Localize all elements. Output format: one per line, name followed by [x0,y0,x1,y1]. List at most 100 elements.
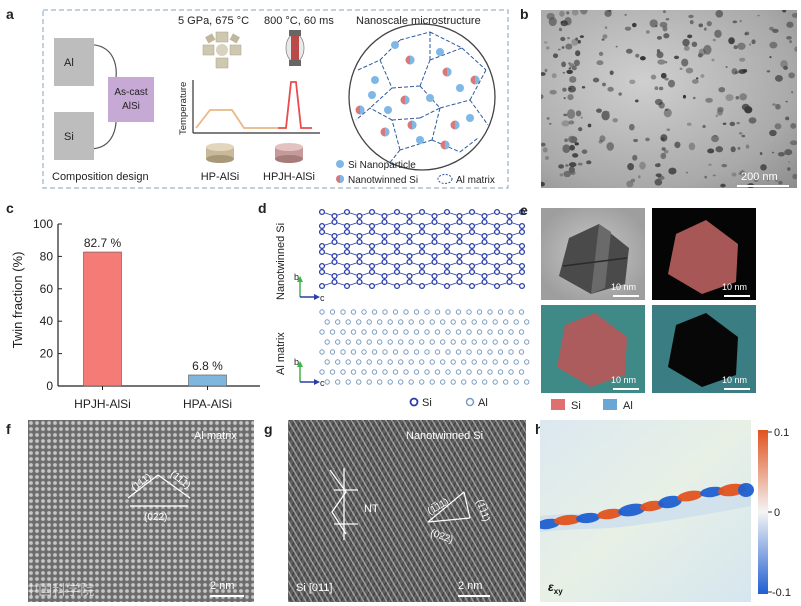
panel-c-label: c [6,200,14,216]
panel-a-border [42,9,509,189]
hpjh-label: HPJH-AlSi [263,171,315,183]
watermark: © 中国科学院 [10,582,95,598]
panel-a: Al Si As-cast AlSi Composition design 5 … [42,9,509,189]
panel-h: εxy 0.1 0 -0.1 [540,420,791,602]
f-plane-2: (11̅1) [168,468,193,491]
d-axis-b-label-top: b [294,272,299,282]
nano-particles [355,41,480,150]
panel-f-label: f [6,421,11,437]
legend-si-np: Si Nanoparticle [348,160,416,171]
panel-g-label: g [264,421,273,437]
comp-al-text: Al [64,57,74,69]
process1-text: 5 GPa, 675 °C [178,15,249,27]
e-legend-al: Al [623,400,633,412]
d-bottom-label: Al matrix [275,332,287,375]
hpjh-cylinder [275,143,303,163]
colorbar-tick-high: 0.1 [774,427,789,439]
c-ytick-label: 80 [40,249,54,263]
al-lattice [319,309,530,385]
hp-label: HP-AlSi [201,171,240,183]
h-strain-label: εxy [548,580,563,596]
al-box [54,38,94,86]
ascast-box [108,77,154,122]
c-ytick-label: 100 [33,217,53,231]
e-scalebar-3: 10 nm [611,375,637,385]
d-axis-c-label-bottom: c [320,378,325,388]
c-bar-value-label: 6.8 % [192,359,223,373]
f-scalebar: 2 nm [210,580,235,592]
c-bar [188,374,227,387]
cubic-press-icon [202,31,242,69]
c-ylabel: Twin fraction (%) [10,252,25,349]
e-legend-al-marker [603,399,617,410]
composition-label: Composition design [52,171,149,183]
e-legend-si: Si [571,400,581,412]
c-ytick-label: 20 [40,347,54,361]
colorbar-tick-mid: 0 [774,507,780,519]
g-nt: NT [364,503,379,515]
e-scalebar-2: 10 nm [722,282,748,292]
c-ytick-label: 60 [40,282,54,296]
legend-nt-si: Nanotwinned Si [348,175,418,186]
si-box [54,112,94,160]
panel-b-label: b [520,6,529,22]
e-scalebar-1: 10 nm [611,282,637,292]
panel-a-label: a [6,6,14,22]
d-axis-c-label-top: c [320,293,325,303]
colorbar [758,430,768,594]
panel-d: Nanotwinned Si Al matrix b c b c Si Al [275,208,530,409]
d-legend-al: Al [478,397,488,409]
e-legend: Si Al [551,399,633,412]
d-legend-si-marker [409,397,419,407]
comp-si-text: Si [64,131,74,143]
legend-al-matrix: Al matrix [456,175,495,186]
d-top-label: Nanotwinned Si [275,223,287,300]
d-axis-b-label-bottom: b [294,357,299,367]
g-region: Nanotwinned Si [406,430,484,442]
c-bar-value-label: 82.7 % [84,236,122,250]
hrtem-image-g: Nanotwinned Si NT (1̅11) (1̅11) (022) Si… [288,420,526,602]
hp-cylinder [206,143,234,163]
d-legend-al-marker [465,397,475,407]
chart-c: Twin fraction (%) 0 20 40 60 80 100 82.7 % HPJH… [10,217,260,411]
f-plane-1: (111) [130,471,154,493]
e-overlay-map: 10 nm [541,305,645,393]
legend-si-np-marker [336,160,344,168]
process2-text: 800 °C, 60 ms [264,15,334,27]
c-ytick-label: 40 [40,314,54,328]
hp-curve [195,109,278,129]
e-al-map: 10 nm [652,305,756,393]
g-plane-3: (022) [429,528,455,546]
e-si-map: 10 nm [652,208,756,300]
scalebar-b: 200 nm [741,171,778,183]
nano-title: Nanoscale microstructure [356,15,481,27]
hrtem-image-f: Al matrix (111) (11̅1) (022) 2 nm [28,420,254,602]
si-lattice [318,208,526,290]
colorbar-tick-low: -0.1 [772,587,791,599]
g-plane-2: (1̅11) [474,498,493,523]
f-plane-3: (022) [144,512,167,523]
c-category-label: HPJH-AlSi [74,397,131,411]
scalebar-b-line [737,185,789,187]
ascast-line2: AlSi [122,101,140,112]
tem-image-b: 200 nm [541,10,797,188]
temperature-axis-label: Temperature [178,82,189,135]
c-bar [83,251,122,387]
d-legend-si: Si [422,397,432,409]
c-category-label: HPA-AlSi [183,397,232,411]
panel-h-label: h [535,421,544,437]
g-zone: Si [011] [296,582,333,594]
e-legend-si-marker [551,399,565,410]
legend-al-marker [437,174,453,184]
panel-e-label: e [520,202,528,218]
hpjh-curve [278,81,312,129]
nano-circle [348,23,496,171]
joule-heating-icon [285,30,305,66]
nano-grain-boundaries [355,31,489,166]
strain-lobes [540,483,754,530]
ascast-line1: As-cast [114,87,148,98]
panel-d-label: d [258,200,267,216]
f-region: Al matrix [194,430,237,442]
e-tem-image: 10 nm [541,208,645,300]
